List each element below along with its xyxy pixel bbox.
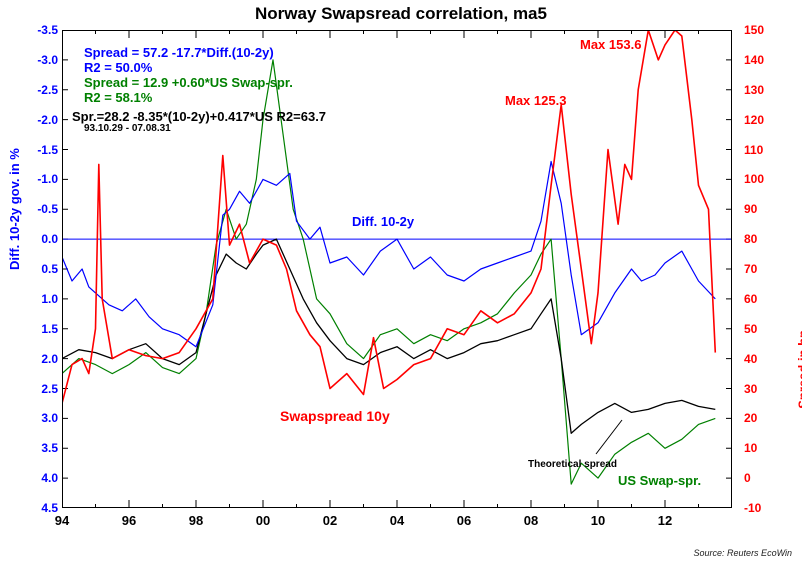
x-tick: 06	[457, 513, 471, 528]
y-left-tick: 4.5	[0, 501, 58, 515]
source-credit: Source: Reuters EcoWin	[694, 548, 792, 558]
y-left-tick: -0.5	[0, 202, 58, 216]
annotation: Diff. 10-2y	[352, 214, 414, 229]
y-right-tick: 30	[744, 382, 802, 396]
y-left-tick: -2.5	[0, 83, 58, 97]
x-tick: 96	[122, 513, 136, 528]
annotation: Max 125.3	[505, 93, 566, 108]
y-left-tick: -1.0	[0, 172, 58, 186]
y-left-tick: 2.5	[0, 382, 58, 396]
y-left-tick: -2.0	[0, 113, 58, 127]
y-right-tick: 110	[744, 143, 802, 157]
annotation: Max 153.6	[580, 37, 641, 52]
x-tick: 98	[189, 513, 203, 528]
annotation: Spread = 57.2 -17.7*Diff.(10-2y)	[84, 45, 274, 60]
y-axis-right-label: Spread in bp	[796, 330, 802, 409]
y-left-tick: 3.5	[0, 441, 58, 455]
y-right-tick: -10	[744, 501, 802, 515]
y-left-tick: 0.0	[0, 232, 58, 246]
annotation: Spread = 12.9 +0.60*US Swap-spr.	[84, 75, 293, 90]
y-right-tick: 130	[744, 83, 802, 97]
annotation: Theoretical spread	[528, 459, 617, 470]
plot-area	[62, 30, 732, 508]
y-right-tick: 20	[744, 411, 802, 425]
y-right-tick: 120	[744, 113, 802, 127]
annotation: US Swap-spr.	[618, 473, 701, 488]
annotation: R2 = 50.0%	[84, 60, 152, 75]
annotation: 93.10.29 - 07.08.31	[84, 123, 171, 134]
chart-wrap: Norway Swapsread correlation, ma5 Diff. …	[0, 0, 802, 564]
x-tick: 12	[658, 513, 672, 528]
chart-title: Norway Swapsread correlation, ma5	[0, 4, 802, 24]
y-left-tick: 4.0	[0, 471, 58, 485]
y-left-tick: 1.5	[0, 322, 58, 336]
y-right-tick: 50	[744, 322, 802, 336]
y-left-tick: -1.5	[0, 143, 58, 157]
x-tick: 00	[256, 513, 270, 528]
y-right-tick: 40	[744, 352, 802, 366]
annotation: Spr.=28.2 -8.35*(10-2y)+0.417*US R2=63.7	[72, 109, 326, 124]
y-right-tick: 60	[744, 292, 802, 306]
y-right-tick: 70	[744, 262, 802, 276]
y-right-tick: 0	[744, 471, 802, 485]
y-left-tick: -3.0	[0, 53, 58, 67]
y-left-tick: 0.5	[0, 262, 58, 276]
annotation: Swapspread 10y	[280, 408, 390, 424]
y-right-tick: 140	[744, 53, 802, 67]
x-tick: 08	[524, 513, 538, 528]
y-right-tick: 80	[744, 232, 802, 246]
x-tick: 04	[390, 513, 404, 528]
y-left-tick: 1.0	[0, 292, 58, 306]
plot-border	[62, 30, 732, 508]
y-right-tick: 100	[744, 172, 802, 186]
x-tick: 02	[323, 513, 337, 528]
y-left-tick: -3.5	[0, 23, 58, 37]
annotation: R2 = 58.1%	[84, 90, 152, 105]
y-right-tick: 150	[744, 23, 802, 37]
y-right-tick: 10	[744, 441, 802, 455]
y-left-tick: 2.0	[0, 352, 58, 366]
x-tick: 94	[55, 513, 69, 528]
y-right-tick: 90	[744, 202, 802, 216]
x-tick: 10	[591, 513, 605, 528]
y-left-tick: 3.0	[0, 411, 58, 425]
